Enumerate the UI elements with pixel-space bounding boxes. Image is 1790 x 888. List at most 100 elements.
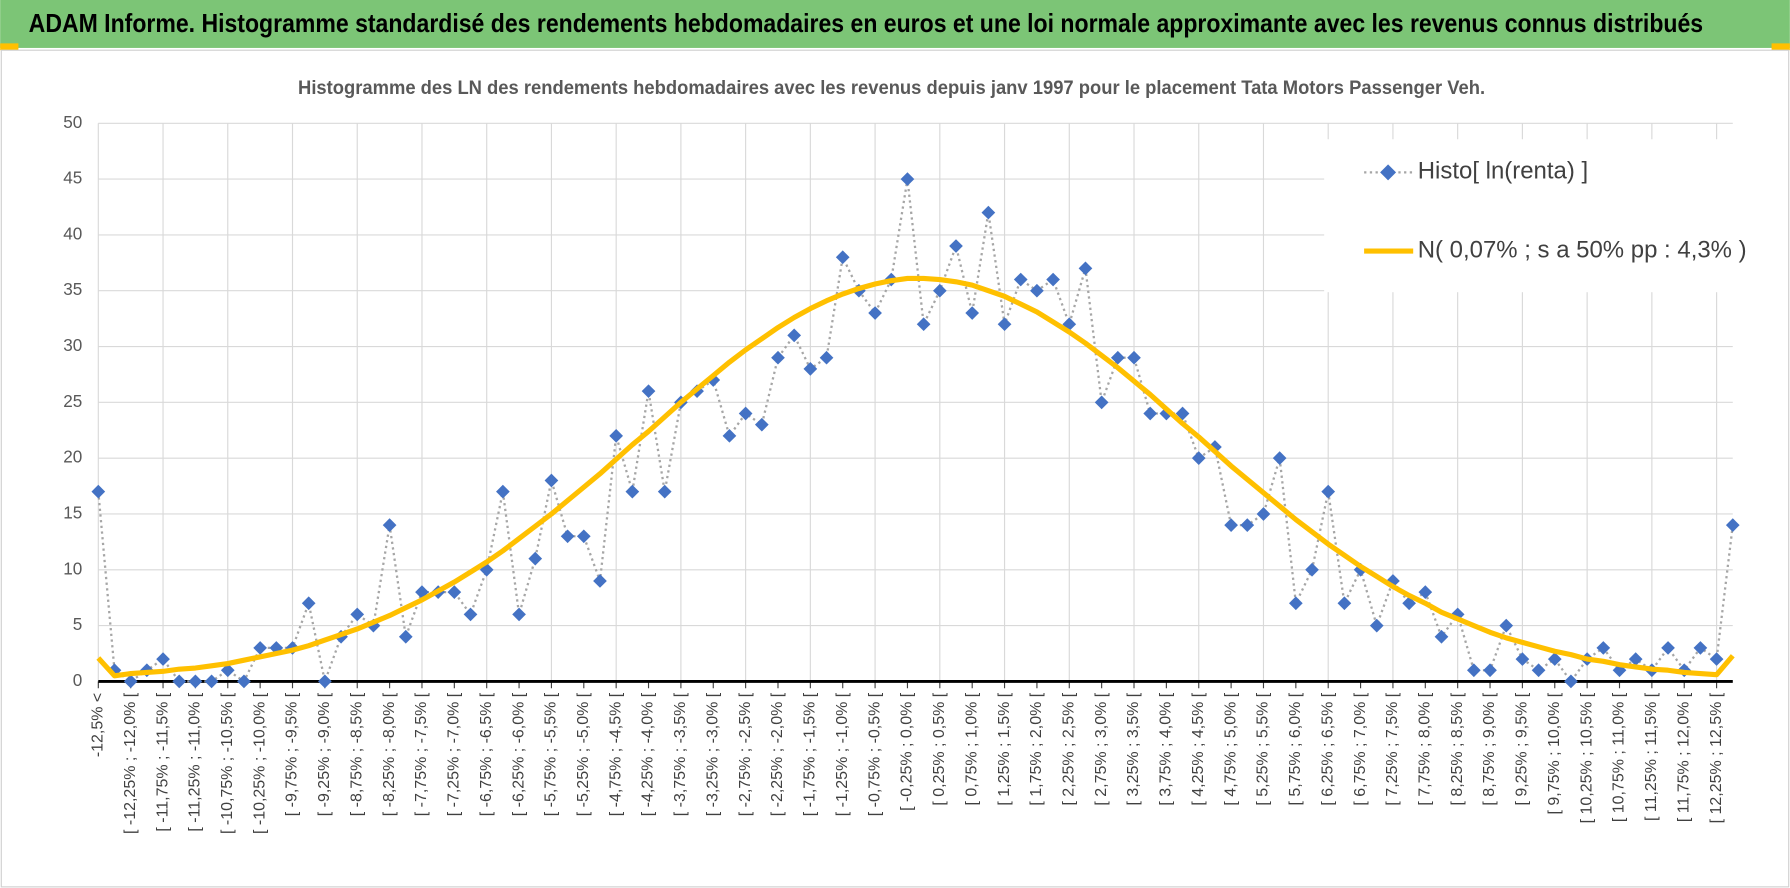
x-tick-label: [ 1,25% ; 1,5% [: [996, 692, 1013, 805]
x-tick-label: [ -1,75% ; -1,5% [: [802, 692, 819, 816]
grid: 0 5 10 15 20 25 30 35 40 45 50 -12,5% < [ -12,25% ; …: [63, 113, 1733, 834]
x-tick-label: [ -9,75% ; -9,5% [: [284, 692, 301, 816]
y-tick-label: 30: [63, 336, 82, 355]
data-point: [1628, 652, 1643, 666]
y-tick-label: 25: [63, 392, 82, 411]
data-point: [528, 551, 543, 566]
x-tick-label: [ -5,75% ; -5,5% [: [543, 692, 560, 816]
y-tick-label: 45: [63, 169, 82, 188]
x-tick-label: [ 3,75% ; 4,0% [: [1158, 692, 1175, 805]
data-point: [965, 306, 980, 320]
x-tick-label: [ -10,75% ; -10,5% [: [219, 692, 236, 834]
y-tick-label: 35: [63, 280, 82, 299]
x-tick-label: [ -0,25% ; 0,0% [: [899, 692, 916, 811]
data-point: [1661, 641, 1675, 655]
data-point: [463, 607, 478, 622]
data-point: [1725, 518, 1740, 532]
data-point: [1531, 663, 1546, 678]
data-point: [1434, 629, 1449, 644]
data-point: [544, 473, 559, 488]
x-tick-label: [ 8,25% ; 8,5% [: [1449, 692, 1466, 805]
y-tick-label: 40: [63, 224, 82, 243]
data-point: [1094, 395, 1109, 410]
data-point: [188, 674, 203, 689]
data-point: [350, 607, 365, 622]
x-tick-label: [ 3,25% ; 3,5% [: [1125, 692, 1142, 805]
data-point: [1030, 283, 1044, 298]
y-tick-label: 5: [73, 615, 83, 634]
data-point: [1046, 272, 1060, 287]
data-point: [738, 406, 753, 421]
data-point: [997, 317, 1012, 332]
y-tick-label: 0: [73, 671, 83, 690]
data-point: [868, 306, 882, 320]
x-tick-label: [ -7,25% ; -7,0% [: [446, 692, 463, 816]
data-point: [900, 172, 915, 186]
data-point: [1483, 663, 1497, 678]
x-tick-label: [ -6,25% ; -6,0% [: [510, 692, 527, 816]
x-tick-label: [ -8,25% ; -8,0% [: [381, 692, 398, 816]
data-point: [253, 641, 267, 655]
x-tick-label: [ 11,75% ; 12,0% [: [1675, 692, 1692, 822]
data-point: [1127, 350, 1141, 365]
data-point: [722, 428, 737, 443]
data-point: [1564, 674, 1578, 689]
data-point: [771, 350, 785, 365]
data-point: [1013, 272, 1028, 287]
chart-frame: [0, 49, 1790, 888]
x-tick-label: [ 10,25% ; 10,5% [: [1578, 692, 1595, 823]
data-point: [1321, 484, 1336, 499]
data-point: [835, 250, 850, 265]
data-point: [512, 607, 526, 622]
x-tick-label: [ 8,75% ; 9,0% [: [1481, 692, 1498, 805]
x-tick-label: [ 2,75% ; 3,0% [: [1093, 692, 1110, 805]
x-tick-label: [ -6,75% ; -6,5% [: [478, 692, 495, 816]
data-point: [932, 283, 947, 298]
data-point: [1143, 406, 1158, 421]
x-tick-label: [ 4,25% ; 4,5% [: [1190, 692, 1207, 805]
data-point: [1240, 518, 1255, 532]
x-tick-label: [ -5,25% ; -5,0% [: [575, 692, 592, 816]
x-tick-label: [ 7,25% ; 7,5% [: [1384, 692, 1401, 805]
x-tick-label: [ -10,25% ; -10,0% [: [251, 692, 268, 834]
data-point: [382, 518, 397, 532]
banner-corner: [1771, 43, 1790, 51]
chart-title: Histogramme des LN des rendements hebdom…: [298, 77, 1485, 99]
legend-label: N( 0,07% ; s a 50% pp : 4,3% ): [1418, 236, 1747, 263]
data-point: [1256, 507, 1271, 521]
data-point: [787, 328, 802, 343]
data-point: [803, 362, 818, 376]
y-tick-label: 50: [63, 113, 82, 132]
x-tick-label: [ 0,25% ; 0,5% [: [931, 692, 948, 805]
data-point: [560, 529, 575, 544]
x-tick-label: [ -1,25% ; -1,0% [: [834, 692, 851, 816]
x-tick-label: -12,5% <: [90, 693, 107, 757]
x-tick-label: [ -7,75% ; -7,5% [: [413, 692, 430, 816]
x-tick-label: [ -4,75% ; -4,5% [: [607, 692, 624, 816]
x-tick-label: [ -4,25% ; -4,0% [: [640, 692, 657, 816]
data-point: [609, 428, 624, 443]
legend-box: [1324, 139, 1736, 293]
data-point: [398, 629, 413, 644]
data-point: [318, 674, 332, 689]
data-point: [220, 663, 235, 678]
data-point: [123, 674, 138, 689]
x-tick-label: [ -3,75% ; -3,5% [: [672, 692, 689, 816]
x-tick-label: [ 6,75% ; 7,0% [: [1352, 692, 1369, 805]
x-tick-label: [ -9,25% ; -9,0% [: [316, 692, 333, 816]
legend-marker: [1380, 164, 1397, 181]
x-tick-label: [ 10,75% ; 11,0% [: [1611, 692, 1628, 822]
series-line: [96, 275, 1735, 679]
y-tick-label: 15: [63, 503, 82, 522]
x-tick-label: [ -8,75% ; -8,5% [: [348, 692, 365, 816]
x-tick-label: [ -2,75% ; -2,5% [: [737, 692, 754, 816]
x-tick-label: [ -2,25% ; -2,0% [: [769, 692, 786, 816]
data-point: [981, 205, 996, 220]
legend: Histo[ ln(renta) ] N( 0,07% ; s a 50% pp …: [1324, 139, 1747, 293]
x-tick-label: [ 6,25% ; 6,5% [: [1319, 692, 1336, 805]
x-tick-label: [ 5,25% ; 5,5% [: [1255, 692, 1272, 805]
data-point: [949, 239, 963, 253]
data-point: [496, 484, 510, 499]
legend-label: Histo[ ln(renta) ]: [1418, 158, 1588, 185]
